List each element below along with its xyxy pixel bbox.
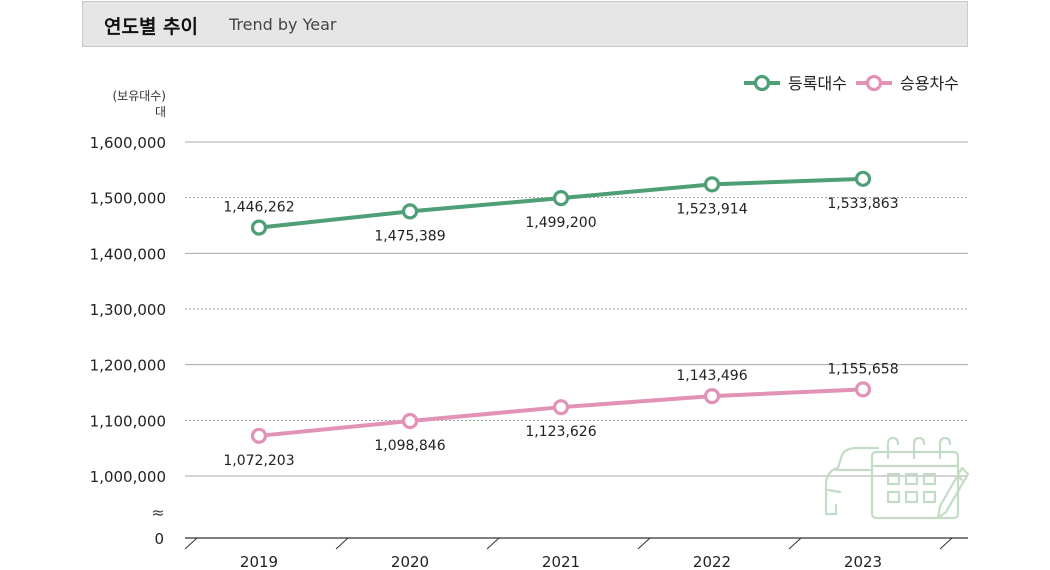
legend: 등록대수 승용차수 [744, 74, 959, 93]
data-point [703, 176, 721, 193]
icon-calendar-cell [904, 490, 919, 504]
data-label: 1,533,863 [827, 196, 898, 212]
chart-subtitle: Trend by Year [229, 15, 337, 34]
axis: 1,000,000 1,100,000 1,200,000 1,300,000 1,40… [90, 89, 968, 570]
y-tick-label: 1,200,000 [90, 357, 166, 375]
icon-pencil [936, 466, 970, 520]
data-label: 1,155,658 [827, 361, 898, 377]
data-label: 1,475,389 [374, 228, 445, 244]
car-calendar-icon [824, 436, 970, 520]
legend-swatch-marker [865, 74, 883, 92]
icon-calendar-ring [938, 436, 952, 460]
x-tick-label: 2022 [693, 553, 731, 570]
data-point [401, 412, 419, 430]
icon-pencil-band [956, 474, 964, 482]
x-tick-mark [184, 537, 198, 550]
data-label: 1,098,846 [374, 438, 445, 454]
data-labels: 1,446,262 1,475,389 1,499,200 1,523,914 1,53… [223, 196, 898, 469]
data-point [854, 381, 872, 398]
data-label: 1,446,262 [223, 200, 294, 216]
icon-calendar-cell [922, 490, 937, 504]
legend-label: 승용차수 [900, 74, 959, 93]
x-tick-label: 2020 [391, 553, 429, 570]
y-tick-label: 1,400,000 [90, 245, 166, 263]
data-point [703, 388, 721, 405]
gridlines [185, 141, 968, 477]
x-tick-label: 2019 [240, 553, 278, 570]
icon-calendar-cell [904, 472, 919, 486]
icon-car-body [824, 446, 880, 507]
icon-calendar-ring [886, 436, 900, 460]
legend-swatch-marker [753, 74, 771, 92]
icon-calendar-ring [912, 436, 926, 460]
data-point [552, 190, 570, 207]
icon-car-wheel [824, 503, 838, 516]
axis-break-symbol: ≈ [151, 503, 164, 522]
chart-title: 연도별 추이 [104, 16, 199, 38]
x-tick-mark [486, 537, 500, 550]
icon-car-light [826, 488, 842, 494]
x-tick-label: 2023 [844, 553, 882, 570]
data-label: 1,123,626 [525, 424, 596, 440]
icon-calendar-cell [886, 490, 901, 504]
y-tick-label: 1,300,000 [90, 301, 166, 319]
icon-calendar-cell [922, 472, 937, 486]
data-point [250, 219, 268, 236]
series-lines [250, 170, 872, 444]
data-label: 1,523,914 [676, 201, 747, 217]
legend-label: 등록대수 [788, 74, 847, 93]
x-tick-mark [637, 537, 651, 550]
icon-calendar-cell [886, 472, 901, 486]
y-tick-label: 1,100,000 [90, 412, 166, 430]
data-point [552, 399, 570, 416]
y-unit-label-unit: 대 [155, 105, 166, 119]
y-tick-label: 1,600,000 [90, 134, 166, 152]
data-label: 1,499,200 [525, 215, 596, 231]
data-point [401, 203, 419, 220]
x-tick-mark [335, 537, 349, 550]
data-point [854, 170, 872, 187]
y-unit-label: (보유대수) [112, 89, 166, 103]
data-point [250, 427, 268, 444]
y-tick-label: 1,000,000 [90, 468, 166, 486]
x-tick-mark [939, 537, 953, 550]
y-tick-label: 1,500,000 [90, 190, 166, 208]
data-label: 1,143,496 [676, 368, 747, 384]
y-zero-label: 0 [154, 530, 164, 548]
chart-header: 연도별 추이 Trend by Year [82, 1, 968, 47]
data-label: 1,072,203 [223, 453, 294, 469]
x-tick-label: 2021 [542, 553, 580, 570]
x-tick-mark [788, 537, 802, 550]
